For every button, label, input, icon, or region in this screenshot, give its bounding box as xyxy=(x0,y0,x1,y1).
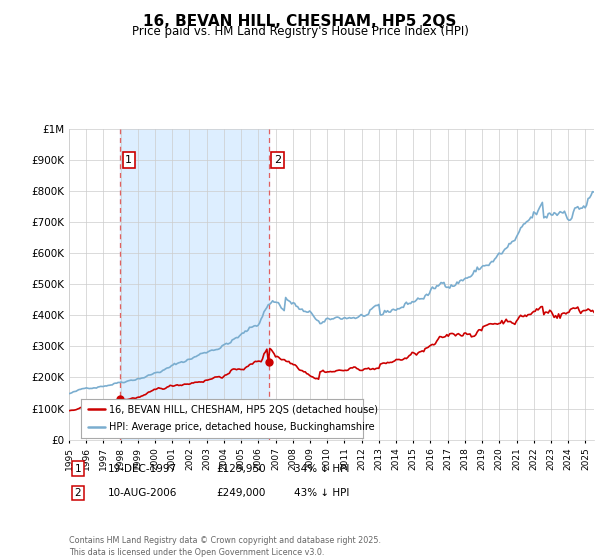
Text: Contains HM Land Registry data © Crown copyright and database right 2025.
This d: Contains HM Land Registry data © Crown c… xyxy=(69,536,381,557)
Text: £129,950: £129,950 xyxy=(216,464,266,474)
Text: Price paid vs. HM Land Registry's House Price Index (HPI): Price paid vs. HM Land Registry's House … xyxy=(131,25,469,38)
Text: 10-AUG-2006: 10-AUG-2006 xyxy=(108,488,178,498)
Text: 43% ↓ HPI: 43% ↓ HPI xyxy=(294,488,349,498)
Bar xyxy=(120,129,269,440)
Text: 16, BEVAN HILL, CHESHAM, HP5 2QS (detached house): 16, BEVAN HILL, CHESHAM, HP5 2QS (detach… xyxy=(109,404,378,414)
Text: 1: 1 xyxy=(125,155,132,165)
Text: 2: 2 xyxy=(74,488,82,498)
Text: 2: 2 xyxy=(274,155,281,165)
Text: 1: 1 xyxy=(74,464,82,474)
Text: £249,000: £249,000 xyxy=(216,488,265,498)
Text: 19-DEC-1997: 19-DEC-1997 xyxy=(108,464,177,474)
Text: 16, BEVAN HILL, CHESHAM, HP5 2QS: 16, BEVAN HILL, CHESHAM, HP5 2QS xyxy=(143,14,457,29)
Text: 34% ↓ HPI: 34% ↓ HPI xyxy=(294,464,349,474)
Text: HPI: Average price, detached house, Buckinghamshire: HPI: Average price, detached house, Buck… xyxy=(109,422,375,432)
